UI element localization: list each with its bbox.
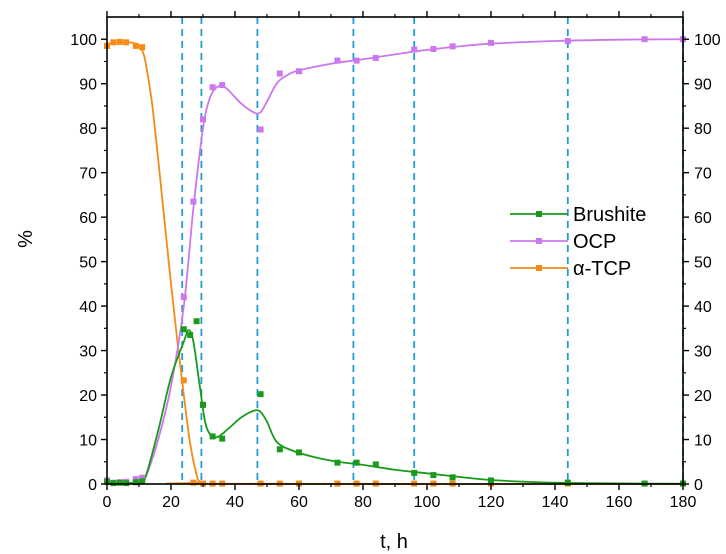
point-brushite-14 [296,449,302,456]
y-tick-label-right-6: 60 [694,210,712,227]
point-tcp-7 [190,479,197,486]
point-brushite-12 [257,391,264,398]
y-tick-label-5: 50 [79,255,97,272]
y-tick-label-right-1: 10 [694,433,712,450]
point-ocp-18 [430,46,437,53]
legend-label-brushite: Brushite [573,204,646,226]
point-ocp-14 [334,57,341,64]
point-brushite-7 [187,332,194,338]
point-tcp-6 [180,377,187,384]
point-brushite-17 [372,461,379,468]
x-tick-label-2: 40 [226,494,244,511]
point-tcp-4 [132,42,139,49]
point-brushite-16 [353,459,360,466]
x-tick-label-9: 180 [670,494,697,511]
point-ocp-7 [190,198,197,205]
y-tick-label-2: 20 [79,388,97,405]
y-tick-label-right-9: 90 [694,77,712,94]
point-brushite-20 [449,474,456,481]
point-brushite-6 [180,326,187,333]
y-tick-label-9: 90 [79,77,97,94]
x-axis-title: t, h [380,531,408,553]
y-tick-label-right-10: 100 [694,32,721,49]
point-tcp-1 [110,39,117,46]
point-brushite-8 [193,318,200,325]
y-tick-label-right-0: 0 [694,477,703,494]
legend-label-tcp: α-TCP [573,258,631,280]
point-ocp-13 [296,68,302,75]
y-tick-label-4: 40 [79,299,97,316]
y-tick-label-3: 30 [79,344,97,361]
point-ocp-21 [564,38,571,45]
point-ocp-4 [132,476,139,483]
y-tick-label-7: 70 [79,166,97,183]
axes [101,11,689,490]
y-tick-label-right-7: 70 [694,166,712,183]
y-tick-label-6: 60 [79,210,97,227]
point-ocp-22 [641,36,648,43]
point-brushite-21 [488,477,494,484]
y-tick-label-10: 100 [70,32,97,49]
y-tick-label-1: 10 [79,433,97,450]
x-tick-label-4: 80 [354,494,372,511]
y-tick-label-right-2: 20 [694,388,712,405]
point-brushite-3 [123,480,130,487]
point-brushite-5 [139,478,146,485]
y-axis-title: % [15,230,37,248]
point-ocp-8 [200,116,206,123]
point-ocp-12 [276,70,283,77]
y-tick-label-8: 80 [79,121,97,138]
fit-line-brushite [106,329,684,485]
y-tick-label-0: 0 [88,477,97,494]
point-ocp-5 [139,474,146,481]
legend-label-ocp: OCP [573,231,616,253]
legend-marker-tcp [536,265,542,271]
y-tick-label-right-5: 50 [694,255,712,272]
x-tick-label-8: 160 [606,494,633,511]
tick-labels: 0 20 40 60 80 100 120 140 160 1800102030405060708… [70,32,721,511]
x-tick-label-7: 140 [542,494,569,511]
point-ocp-11 [257,126,264,133]
point-brushite-10 [209,433,216,440]
point-brushite-18 [411,469,418,476]
point-brushite-9 [200,401,206,408]
point-ocp-9 [209,84,216,91]
point-ocp-19 [449,43,456,50]
point-brushite-4 [132,479,139,486]
x-tick-label-0: 0 [103,494,112,511]
point-brushite-22 [564,479,571,486]
point-ocp-6 [180,294,187,301]
legend-marker-brushite [536,211,542,217]
point-ocp-10 [219,82,226,89]
point-ocp-20 [488,39,494,46]
point-brushite-1 [110,480,117,487]
y-tick-label-right-8: 80 [694,121,712,138]
point-tcp-5 [139,44,146,51]
point-brushite-13 [276,446,283,453]
legend: Brushite OCP α-TCP [510,204,646,280]
y-tick-label-right-4: 40 [694,299,712,316]
point-brushite-11 [219,435,226,442]
point-brushite-15 [334,459,341,466]
point-brushite-2 [116,479,123,486]
x-tick-label-1: 20 [162,494,180,511]
x-tick-label-5: 100 [414,494,441,511]
point-tcp-2 [116,38,123,45]
point-ocp-17 [411,46,418,53]
x-tick-label-3: 60 [290,494,308,511]
point-brushite-19 [430,472,437,479]
point-ocp-15 [353,57,360,64]
y-tick-label-right-3: 30 [694,344,712,361]
point-tcp-3 [123,39,130,46]
point-ocp-16 [372,54,379,61]
legend-marker-ocp [536,238,542,244]
x-tick-label-6: 120 [478,494,505,511]
